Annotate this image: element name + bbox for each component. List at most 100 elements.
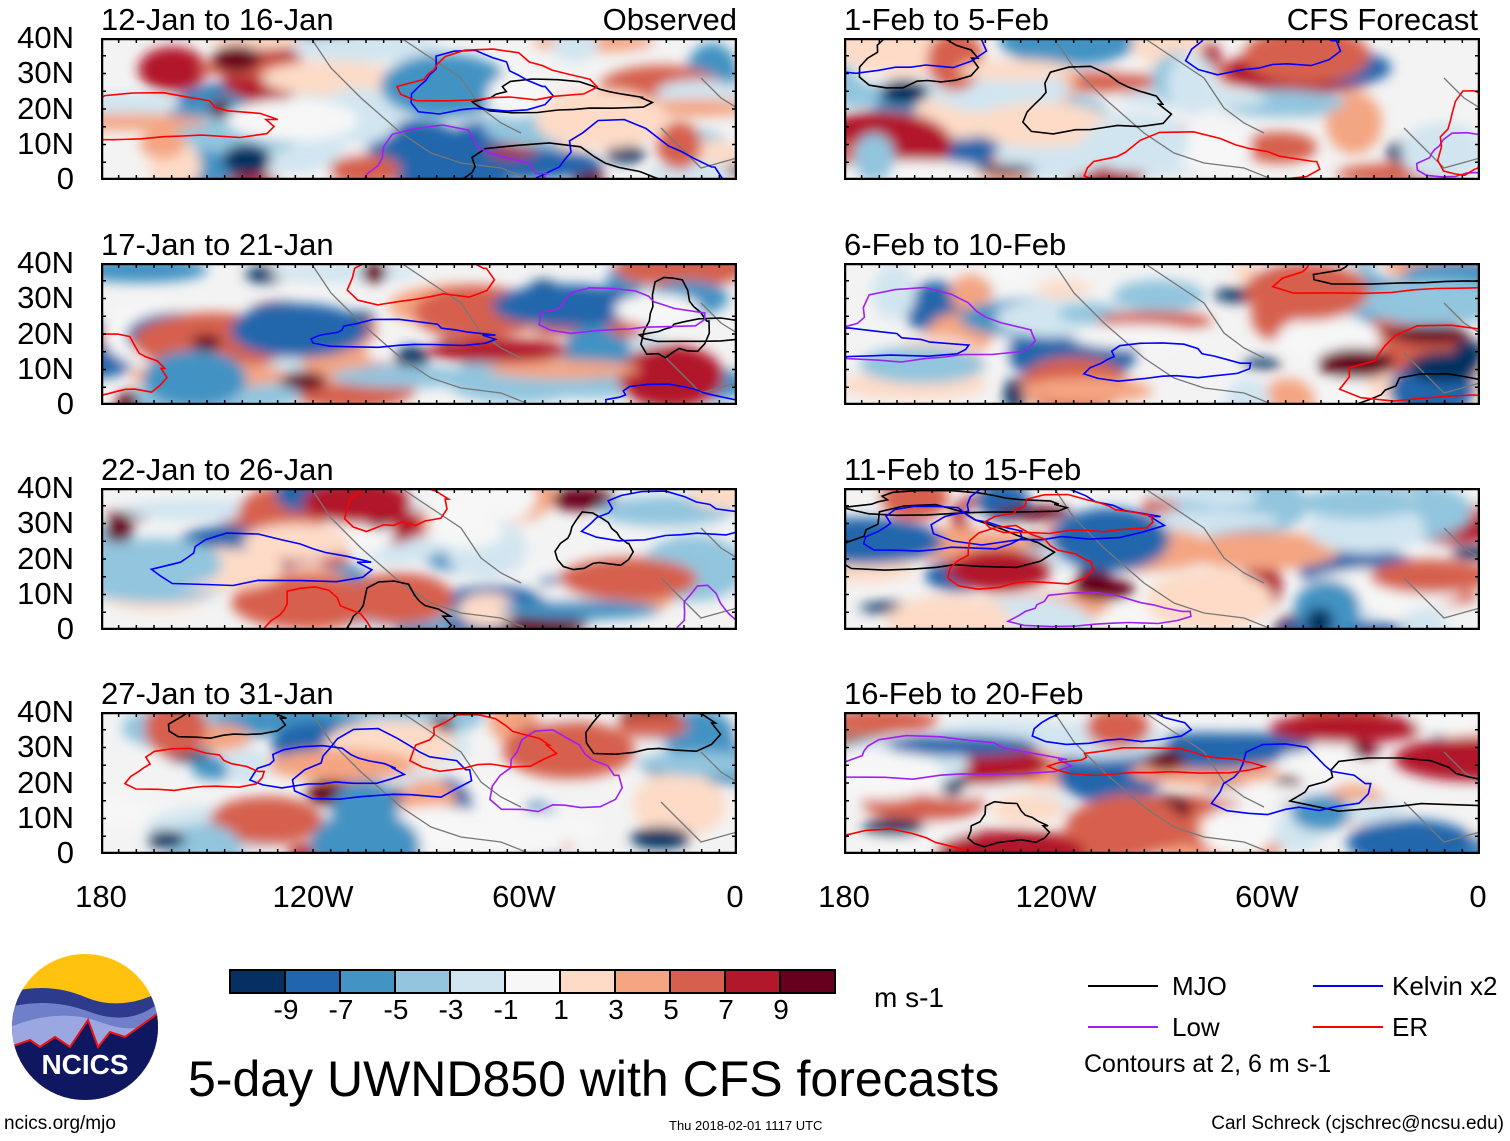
contour-mjo	[1351, 372, 1480, 405]
y-tick-label: 0	[56, 386, 74, 422]
x-tick-0-left: 0	[726, 879, 744, 914]
wind-anomaly-blob	[614, 263, 737, 288]
wind-anomaly-blob	[101, 263, 208, 283]
colorbar-units: m s-1	[874, 982, 944, 1013]
wind-anomaly-blob	[618, 714, 689, 739]
wind-anomaly-blob	[872, 264, 916, 320]
y-tick-label: 40N	[17, 20, 74, 55]
y-tick-label: 30N	[17, 505, 74, 541]
wind-anomaly-blob	[1305, 607, 1334, 630]
ncics-logo: NCICS	[10, 952, 160, 1102]
contour-kelvin	[410, 49, 555, 115]
y-tick-label: 40N	[17, 470, 74, 505]
wind-anomaly-blob	[191, 334, 222, 352]
colorbar-swatch	[341, 971, 396, 992]
wind-anomaly-blob	[101, 538, 223, 590]
footer-url[interactable]: ncics.org/mjo	[4, 1113, 116, 1134]
y-tick-label: 30N	[17, 55, 74, 91]
colorbar-label: 7	[718, 994, 734, 1025]
wind-anomaly-blob	[138, 46, 207, 92]
contour-er	[262, 586, 373, 630]
coastline	[1053, 488, 1480, 630]
wind-anomaly-blob	[986, 263, 1036, 289]
y-tick-label: 20N	[17, 764, 74, 800]
wind-anomaly-blob	[862, 818, 925, 837]
contour-er	[1436, 89, 1480, 177]
contour-er	[408, 713, 559, 773]
wind-anomaly-blob	[1131, 510, 1280, 532]
colorbar-swatch	[616, 971, 671, 992]
legend-label-mjo: MJO	[1172, 971, 1227, 1001]
wind-anomaly-blob	[1394, 736, 1480, 782]
wind-anomaly-blob	[1412, 712, 1480, 736]
panel-title-fc-1: 1-Feb to 5-Feb	[844, 2, 1050, 37]
coastline	[310, 488, 737, 630]
wind-anomaly-blob	[1145, 488, 1235, 503]
cfs-forecast-label: CFS Forecast	[1286, 2, 1478, 37]
wind-anomaly-blob	[269, 263, 420, 283]
colorbar-swatch	[781, 971, 834, 992]
panel-title-fc-4: 16-Feb to 20-Feb	[844, 676, 1084, 711]
contour-er	[101, 91, 279, 141]
legend-label-er: ER	[1392, 1012, 1429, 1042]
wind-anomaly-blob	[1317, 348, 1395, 379]
wind-anomaly-blob	[1242, 131, 1318, 164]
wind-anomaly-blob	[1400, 606, 1449, 630]
contour-mjo	[637, 317, 737, 343]
wind-anomaly-blob	[1019, 377, 1153, 404]
contour-kelvin	[844, 327, 971, 358]
wind-anomaly-blob	[166, 823, 242, 854]
y-tick-label: 30N	[17, 729, 74, 765]
y-tick-label: 20N	[17, 90, 74, 126]
legend-line-low	[1088, 1026, 1158, 1028]
x-tick-120w-right: 120W	[1015, 879, 1097, 914]
colorbar-label: -3	[438, 994, 464, 1025]
wind-anomaly-blob	[442, 147, 601, 180]
contour-kelvin	[248, 744, 407, 789]
coastline	[1053, 263, 1480, 405]
wind-anomaly-blob	[844, 749, 943, 800]
colorbar-label: -7	[328, 994, 354, 1025]
colorbar	[229, 969, 836, 994]
wind-anomaly-blob	[614, 293, 701, 326]
contour-mjo	[554, 511, 635, 571]
wind-anomaly-blob	[534, 88, 668, 150]
wind-anomaly-blob	[1178, 732, 1314, 757]
legend-line-mjo	[1088, 985, 1158, 987]
colorbar-label: 5	[663, 994, 679, 1025]
colorbar-label: 1	[553, 994, 569, 1025]
legend-label-kelvin: Kelvin x2	[1392, 971, 1498, 1001]
map-panel-fc-3	[844, 488, 1480, 630]
wind-anomaly-blob	[844, 712, 939, 733]
wind-anomaly-blob	[1086, 712, 1150, 748]
contour-low	[489, 728, 624, 813]
contour-mjo	[454, 142, 663, 180]
map-panel-obs-1	[101, 38, 737, 180]
wind-anomaly-blob	[636, 751, 737, 776]
x-tick-60w-left: 60W	[492, 879, 556, 914]
contour-er	[123, 747, 266, 792]
footer-timestamp: Thu 2018-02-01 1117 UTC	[669, 1118, 823, 1133]
panel-title-obs-3: 22-Jan to 26-Jan	[101, 452, 334, 487]
wind-anomaly-blob	[139, 128, 186, 159]
legend-line-er	[1313, 1026, 1383, 1028]
contour-mjo	[844, 503, 1057, 571]
panel-title-fc-3: 11-Feb to 15-Feb	[844, 452, 1082, 487]
contour-low	[844, 734, 1074, 781]
wind-anomaly-blob	[345, 572, 454, 625]
wind-anomaly-blob	[1167, 53, 1217, 115]
wind-anomaly-blob	[1073, 794, 1183, 854]
wind-anomaly-blob	[143, 350, 247, 405]
contour-kelvin	[1082, 342, 1252, 383]
wind-anomaly-blob	[101, 113, 209, 131]
wind-anomaly-blob	[1037, 280, 1090, 299]
wind-anomaly-blob	[1225, 378, 1272, 405]
wind-anomaly-blob	[1369, 559, 1480, 594]
panel-title-fc-2: 6-Feb to 10-Feb	[844, 227, 1067, 262]
wind-anomaly-blob	[230, 303, 368, 358]
wind-anomaly-blob	[999, 38, 1137, 66]
contour-kelvin	[862, 505, 1024, 552]
colorbar-swatch	[506, 971, 561, 992]
wind-anomaly-blob	[853, 133, 895, 180]
wind-anomaly-blob	[935, 830, 1086, 854]
